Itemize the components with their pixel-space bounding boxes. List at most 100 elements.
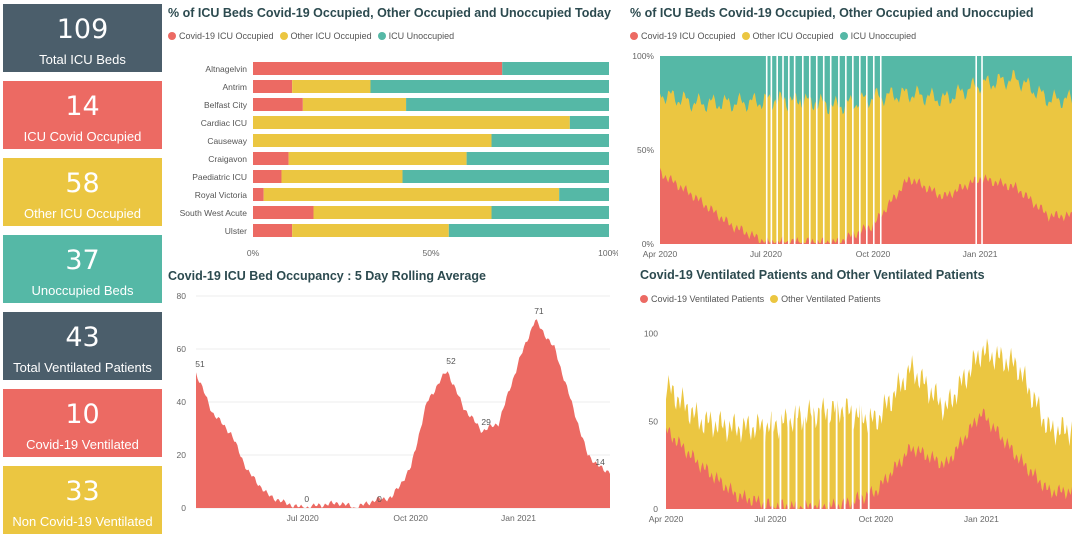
kpi-value: 10	[65, 399, 100, 430]
data-gap	[829, 56, 832, 244]
category-label: Causeway	[207, 136, 247, 146]
kpi-card: 109 Total ICU Beds	[3, 4, 162, 72]
rolling-average-area	[196, 319, 610, 508]
data-gap	[827, 316, 830, 509]
data-gap	[852, 56, 854, 244]
legend-dot	[741, 32, 750, 40]
today-chart-legend: Covid-19 ICU Occupied Other ICU Occupied…	[168, 31, 460, 41]
x-tick-label: Jan 2021	[964, 514, 999, 524]
data-label: 0	[304, 494, 309, 504]
x-tick-label: Oct 2020	[856, 249, 891, 259]
data-gap	[811, 316, 814, 509]
y-tick-label: 0%	[642, 239, 655, 249]
kpi-label: Total Ventilated Patients	[13, 360, 152, 375]
kpi-value: 37	[65, 245, 100, 276]
category-label: South West Acute	[180, 208, 248, 218]
data-gap	[801, 56, 804, 244]
kpi-value: 109	[56, 14, 109, 45]
x-tick-label: Apr 2020	[649, 514, 684, 524]
y-tick-label: 50%	[637, 145, 654, 155]
bar-segment	[292, 80, 371, 93]
y-tick-label: 60	[177, 344, 187, 354]
data-gap	[975, 56, 978, 244]
category-label: Royal Victoria	[195, 190, 248, 200]
bar-segment	[253, 206, 314, 219]
legend-label: Covid-19 ICU Occupied	[641, 31, 736, 41]
trend-chart-legend: Covid-19 ICU Occupied Other ICU Occupied…	[630, 31, 922, 41]
x-tick-label: Jan 2021	[501, 513, 536, 523]
legend-item-unoccupied: ICU Unoccupied	[839, 31, 917, 41]
x-tick-label: Jul 2020	[754, 514, 786, 524]
bar-segment	[313, 206, 492, 219]
category-label: Antrim	[222, 82, 247, 92]
kpi-label: Other ICU Occupied	[23, 206, 142, 221]
data-label: 29	[481, 417, 491, 427]
data-gap	[788, 56, 790, 244]
legend-label: Other ICU Occupied	[290, 31, 372, 41]
bar-segment	[288, 152, 467, 165]
legend-item-covid: Covid-19 ICU Occupied	[630, 31, 736, 41]
rolling-chart-title: Covid-19 ICU Bed Occupancy : 5 Day Rolli…	[168, 269, 486, 283]
rolling-area-chart: 0 20 40 60 80 51 0 0 52 29 71 14 Jul 2020 Oct 2020 Jan…	[177, 291, 610, 523]
data-gap	[819, 316, 822, 509]
kpi-card: 43 Total Ventilated Patients	[3, 312, 162, 380]
x-tick-label: 50%	[422, 248, 439, 258]
data-gap	[879, 56, 882, 244]
x-tick-label: 0%	[247, 248, 260, 258]
category-label: Craigavon	[208, 154, 247, 164]
legend-dot	[168, 32, 176, 40]
legend-item-other-vent: Other Ventilated Patients	[770, 294, 881, 304]
covid-occupied-area	[660, 167, 1072, 244]
bar-segment	[253, 224, 293, 237]
data-label: 52	[446, 356, 456, 366]
legend-dot	[377, 32, 386, 40]
bar-segment	[302, 98, 407, 111]
y-tick-label: 50	[649, 416, 659, 426]
category-label: Ulster	[225, 226, 247, 236]
bar-segment	[253, 170, 282, 183]
data-gap	[808, 56, 811, 244]
legend-item-covid: Covid-19 ICU Occupied	[168, 31, 274, 41]
legend-dot	[279, 32, 288, 40]
data-label: 14	[595, 457, 605, 467]
y-tick-label: 100	[644, 329, 658, 339]
data-gap	[866, 56, 868, 244]
bar-segment	[253, 134, 492, 147]
kpi-label: Covid-19 Ventilated	[26, 437, 139, 452]
x-tick-label: Oct 2020	[859, 514, 894, 524]
data-gap	[859, 56, 861, 244]
data-gap	[867, 316, 870, 509]
vent-chart-legend: Covid-19 Ventilated Patients Other Venti…	[640, 294, 887, 304]
x-tick-label: Jul 2020	[750, 249, 782, 259]
data-gap	[822, 56, 825, 244]
y-tick-label: 20	[177, 450, 187, 460]
bar-segment	[402, 170, 609, 183]
data-gap	[845, 56, 847, 244]
x-tick-label: Oct 2020	[393, 513, 428, 523]
data-gap	[872, 56, 875, 244]
bar-segment	[281, 170, 403, 183]
bar-segment	[253, 188, 264, 201]
kpi-label: Non Covid-19 Ventilated	[12, 514, 153, 529]
legend-item-unoccupied: ICU Unoccupied	[377, 31, 454, 41]
covid-ventilated-area	[666, 408, 1072, 509]
legend-item-other: Other ICU Occupied	[279, 31, 372, 41]
data-gap	[793, 56, 796, 244]
data-label: 51	[195, 359, 205, 369]
kpi-card: 10 Covid-19 Ventilated	[3, 389, 162, 457]
bar-segment	[253, 80, 293, 93]
y-tick-label: 100%	[632, 51, 654, 61]
bar-segment	[292, 224, 449, 237]
kpi-value: 14	[65, 91, 100, 122]
category-label: Altnagelvin	[205, 64, 247, 74]
kpi-card: 14 ICU Covid Occupied	[3, 81, 162, 149]
bar-segment	[491, 206, 609, 219]
today-chart-title: % of ICU Beds Covid-19 Occupied, Other O…	[168, 6, 611, 20]
legend-label: ICU Unoccupied	[850, 31, 917, 41]
kpi-label: ICU Covid Occupied	[23, 129, 142, 144]
data-gap	[782, 56, 784, 244]
vent-area-chart: 0 50 100 Apr 2020 Jul 2020 Oct 2020 Jan 2021	[644, 316, 1072, 524]
data-gap	[838, 56, 840, 244]
bar-segment	[253, 116, 570, 129]
bar-segment	[263, 188, 560, 201]
